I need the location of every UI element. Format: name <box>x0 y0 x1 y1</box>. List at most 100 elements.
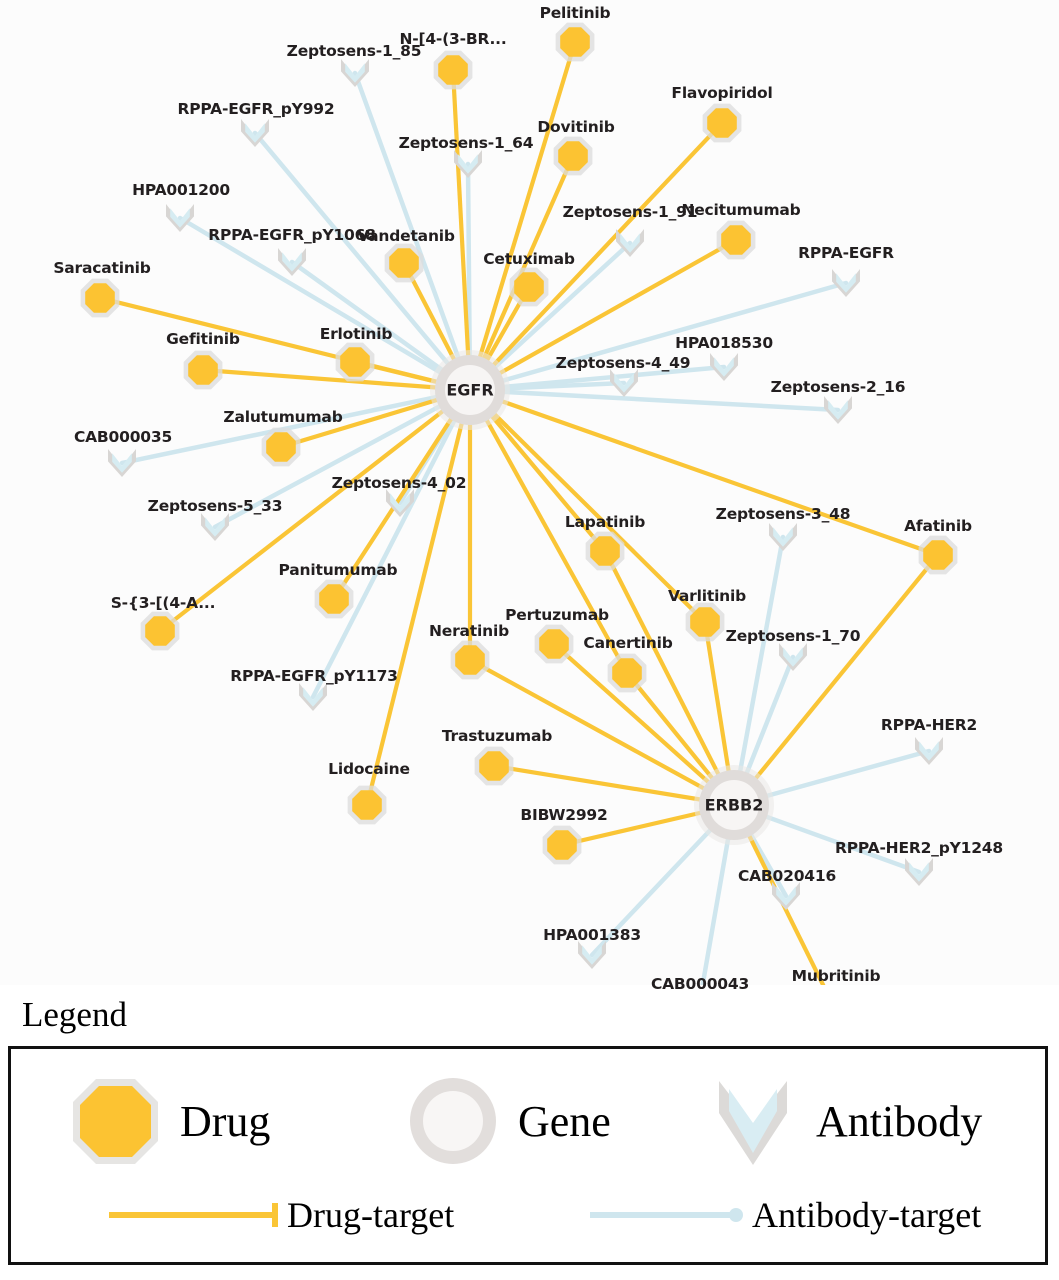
antibody-node-zeptosens-1_85[interactable] <box>341 59 369 87</box>
antibody-fill <box>919 741 939 761</box>
antibody-node-rppa-her2-py1248[interactable] <box>905 858 933 886</box>
drug-node-pelitinib[interactable] <box>555 22 595 62</box>
drug-target-edge <box>561 810 704 848</box>
antibody-target-edge <box>465 161 472 363</box>
drug-label-nbr: N-[4-(3-BR... <box>399 30 507 48</box>
legend-item-antibody: Antibody <box>701 1069 982 1174</box>
drug-target-edge <box>752 553 940 782</box>
gene-label-EGFR: EGFR <box>446 380 494 400</box>
antibody-node-zeptosens-4_02[interactable] <box>386 489 414 517</box>
drug-fill <box>188 355 218 385</box>
drug-fill <box>438 55 468 85</box>
drug-node-neratinib[interactable] <box>450 640 490 680</box>
drug-fill <box>590 536 620 566</box>
drug-label-flavopiridol: Flavopiridol <box>671 84 773 102</box>
antibody-fill <box>614 373 634 393</box>
antibody-node-rppa-her2[interactable] <box>915 737 943 765</box>
drug-node-zalutumumab[interactable] <box>261 427 301 467</box>
drug-node-saracatinib[interactable] <box>80 278 120 318</box>
antibody-node-rppa-egfr-py1173[interactable] <box>299 683 327 711</box>
drug-node-erlotinib[interactable] <box>335 342 375 382</box>
network-svg <box>80 22 958 985</box>
drug-target-edge <box>499 398 939 557</box>
drug-target-edge <box>450 69 471 359</box>
antibody-label-hpa001383: HPA001383 <box>543 926 641 944</box>
legend-label-gene: Gene <box>518 1096 611 1146</box>
drug-node-panitumumab[interactable] <box>314 579 354 619</box>
drug-label-canertinib: Canertinib <box>583 634 673 652</box>
drug-node-vandetanib[interactable] <box>384 243 424 283</box>
drug-target-edge <box>490 121 724 369</box>
drug-node-nbr[interactable] <box>433 50 473 90</box>
drug-node-gefitinib[interactable] <box>183 350 223 390</box>
antibody-node-cab000035[interactable] <box>108 449 136 477</box>
antibody-node-zeptosens-3_48[interactable] <box>769 523 797 551</box>
antibody-target-edge <box>589 824 716 958</box>
legend-item-antibody-target: Antibody-target <box>586 1197 981 1233</box>
drug-node-flavopiridol[interactable] <box>702 103 742 143</box>
drug-node-lidocaine[interactable] <box>347 785 387 825</box>
antibody-fill <box>582 945 602 965</box>
legend-label-drug: Drug <box>180 1096 271 1146</box>
antibody-label-cab000043: CAB000043 <box>650 975 750 993</box>
edge-layer <box>99 41 940 985</box>
drug-fill <box>612 658 642 688</box>
gene-node-ERBB2[interactable] <box>694 765 774 845</box>
drug-target-edge-icon <box>109 1203 278 1227</box>
antibody-node-hpa018530[interactable] <box>710 353 738 381</box>
drug-node-pertuzumab[interactable] <box>534 624 574 664</box>
antibody-fill <box>458 154 478 174</box>
antibody-node-rppa-egfr-py992[interactable] <box>241 119 269 147</box>
drug-node-bibw2992[interactable] <box>542 825 582 865</box>
drug-node-necitumumab[interactable] <box>716 220 756 260</box>
drug-label-vandetanib: Vandetanib <box>357 227 455 245</box>
drug-node-varlitinib[interactable] <box>685 602 725 642</box>
antibody-node-zeptosens-4_49[interactable] <box>610 369 638 397</box>
antibody-target-edge <box>252 130 454 370</box>
antibody-node-cab020416[interactable] <box>772 882 800 910</box>
drug-label-dovitinib: Dovitinib <box>537 118 615 136</box>
drug-fill <box>707 108 737 138</box>
network-canvas: Zeptosens-1_85 RPPA-EGFR_pY992 Zeptosens-1… <box>53 4 1004 993</box>
drug-fill <box>266 432 296 462</box>
drug-label-varlitinib: Varlitinib <box>667 587 747 605</box>
drug-label-mubritinib: Mubritinib <box>791 967 881 985</box>
antibody-label-rppa-her2: RPPA-HER2 <box>880 716 978 734</box>
antibody-target-edge <box>212 401 446 530</box>
legend-label-antibody: Antibody <box>816 1096 983 1146</box>
drug-node-canertinib[interactable] <box>607 653 647 693</box>
drug-target-edge <box>746 832 826 985</box>
antibody-node-zeptosens-5_33[interactable] <box>201 513 229 541</box>
drug-target-edge <box>202 367 439 390</box>
antibody-fill <box>390 493 410 513</box>
drug-node-cetuximab[interactable] <box>509 267 549 307</box>
antibody-target-edge <box>497 389 841 413</box>
antibody-target-edge <box>310 414 459 700</box>
drug-fill <box>145 616 175 646</box>
gene-node-EGFR[interactable] <box>430 350 510 430</box>
antibody-target-edge <box>759 812 922 875</box>
antibody-node-zeptosens-1_64[interactable] <box>454 150 482 178</box>
drug-fill <box>547 830 577 860</box>
antibody-node-zeptosens-2_16[interactable] <box>824 396 852 424</box>
legend-item-gene: Gene <box>401 1069 611 1174</box>
antibody-node-rppa-egfr-py1068[interactable] <box>278 248 306 276</box>
antibody-node-rppa-egfr[interactable] <box>832 269 860 297</box>
drug-label-necitumumab: Necitumumab <box>681 201 801 219</box>
antibody-node-hpa001383[interactable] <box>578 941 606 969</box>
drug-node-s3a[interactable] <box>140 611 180 651</box>
antibody-node-hpa001200[interactable] <box>166 204 194 232</box>
drug-node-trastuzumab[interactable] <box>474 746 514 786</box>
drug-label-afatinib: Afatinib <box>904 517 972 535</box>
drug-node-lapatinib[interactable] <box>585 531 625 571</box>
drug-node-afatinib[interactable] <box>918 535 958 575</box>
antibody-target-edge <box>700 832 732 985</box>
drug-label-bibw2992: BIBW2992 <box>520 806 608 824</box>
antibody-node-zeptosens-1_70[interactable] <box>779 643 807 671</box>
drug-node-dovitinib[interactable] <box>553 136 593 176</box>
antibody-label-zeptosens-4_49: Zeptosens-4_49 <box>555 354 691 372</box>
drug-target-edge <box>280 397 440 450</box>
drug-target-edge <box>625 671 716 782</box>
drug-target-edge <box>468 658 707 792</box>
antibody-node-zeptosens-1_91[interactable] <box>616 229 644 257</box>
